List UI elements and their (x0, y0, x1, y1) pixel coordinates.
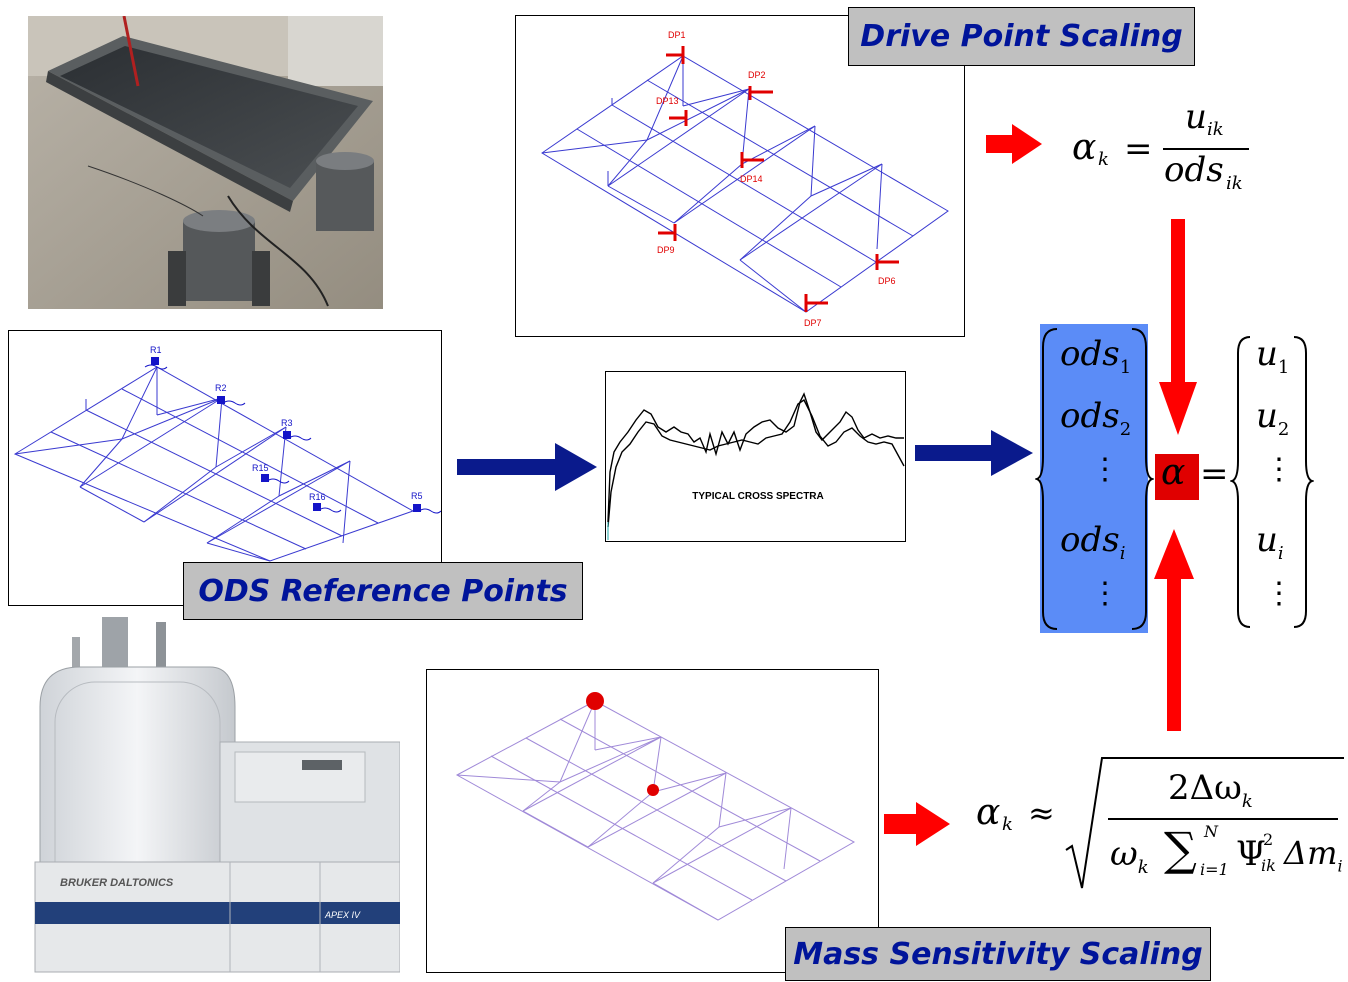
cross-spectra-panel: TYPICAL CROSS SPECTRA (605, 371, 906, 542)
eq-mass-sum-bottom: i=1 (1200, 860, 1229, 879)
ods-entry: ods1 (1060, 334, 1132, 378)
u-vector: u1 u2 ⋮ ui ⋮ (1254, 330, 1294, 630)
eq-mass-num: 2Δωk (1168, 768, 1253, 812)
eq-alpha-sub: k (1098, 149, 1109, 170)
eq-mass-den-omega: ωk (1110, 834, 1149, 878)
eq-mass-approx: ≈ (1028, 794, 1055, 832)
eq-mass-alpha: α (976, 792, 1001, 833)
ods-reference-points-title: ODS Reference Points (198, 573, 568, 609)
ref-label: R5 (411, 491, 423, 501)
eq-alpha: α (1072, 127, 1097, 168)
eq-denominator: ods (1164, 150, 1224, 190)
eq-mass-dm: Δmi (1284, 834, 1343, 876)
mass-sensitivity-mesh-panel (426, 669, 879, 973)
blue-arrow-right-1 (457, 443, 597, 491)
ref-label: R3 (281, 418, 293, 428)
ods-vdots: ⋮ (1090, 576, 1120, 611)
u-entry: u1 (1256, 334, 1290, 378)
dp-label: DP7 (804, 318, 822, 328)
ods-reference-mesh: R1 R2 R3 R15 R16 R5 (13, 345, 442, 562)
eq-mass-sum-top: N (1204, 822, 1218, 841)
instrument-model: APEX IV (324, 910, 361, 920)
mass-sensitivity-scaling-banner: Mass Sensitivity Scaling (785, 927, 1211, 981)
mass-sensitivity-equation: α k ≈ 2Δωk ωk ∑ N i=1 Ψ 2 ik Δmi (968, 752, 1346, 892)
drive-point-equation: α k = u ik ods ik (1068, 97, 1268, 197)
eq-denominator-sub: ik (1226, 173, 1243, 194)
left-brace-ods (1035, 328, 1058, 630)
u-entry: u2 (1256, 396, 1290, 440)
ref-label: R15 (252, 463, 269, 473)
left-brace-u (1230, 336, 1251, 628)
red-arrow-right-bottom (884, 802, 950, 846)
ref-label: R16 (309, 492, 326, 502)
sqrt-sign (1065, 757, 1344, 889)
dp-label: DP2 (748, 70, 766, 80)
u-entry: ui (1256, 520, 1284, 564)
ref-label: R1 (150, 345, 162, 355)
dp-label: DP13 (656, 96, 679, 106)
cross-spectra-caption: TYPICAL CROSS SPECTRA (692, 491, 824, 502)
dp-label: DP1 (668, 30, 686, 40)
right-brace-ods (1131, 328, 1154, 630)
fraction-bar (1163, 148, 1249, 150)
blue-arrow-right-2 (915, 430, 1033, 476)
drive-point-scaling-banner: Drive Point Scaling (848, 7, 1195, 66)
right-brace-u (1293, 336, 1314, 628)
eq-mass-psi-sub: ik (1261, 856, 1276, 875)
mass-point-large (586, 692, 604, 710)
dp-label: DP6 (878, 276, 896, 286)
eq-mass-sum: ∑ (1164, 822, 1197, 876)
ods-vector: ods1 ods2 ⋮ odsi ⋮ (1058, 330, 1148, 630)
alpha-box (1155, 454, 1199, 500)
eq-mass-psi: Ψ (1236, 834, 1266, 874)
ods-reference-mesh-panel: R1 R2 R3 R15 R16 R5 (8, 330, 442, 606)
drive-point-mesh: DP1 DP2 DP13 DP14 DP9 DP6 DP7 (541, 30, 949, 328)
ods-entry: odsi (1060, 520, 1126, 564)
plate-shaker-photo (28, 15, 383, 309)
eq-mass-psi-sup: 2 (1263, 830, 1274, 849)
ods-vdots: ⋮ (1090, 452, 1120, 487)
ods-vector-highlight (1040, 324, 1148, 633)
u-vdots: ⋮ (1264, 576, 1294, 611)
eq-numerator-sub: ik (1207, 119, 1224, 140)
instrument-brand: BRUKER DALTONICS (60, 877, 174, 889)
eq-mass-alpha-sub: k (1002, 814, 1013, 835)
ods-reference-points-banner: ODS Reference Points (183, 562, 583, 620)
eq-numerator: u (1185, 97, 1207, 137)
mass-point-small (647, 784, 659, 796)
drive-point-scaling-title: Drive Point Scaling (860, 19, 1183, 54)
cross-spectra-plot: TYPICAL CROSS SPECTRA (607, 392, 905, 540)
drive-point-mesh-panel: DP1 DP2 DP13 DP14 DP9 DP6 DP7 (515, 15, 965, 337)
u-vdots: ⋮ (1264, 452, 1294, 487)
red-arrow-up (1154, 529, 1194, 731)
alpha-symbol: α (1161, 452, 1186, 493)
mass-sensitivity-mesh (455, 692, 856, 921)
eq-equals: = (1124, 129, 1153, 169)
red-arrow-right-top (986, 124, 1042, 164)
matrix-equals: = (1200, 454, 1229, 494)
red-arrow-down (1159, 219, 1197, 435)
mass-fraction-bar (1108, 818, 1338, 820)
ods-entry: ods2 (1060, 396, 1132, 440)
mass-sensitivity-scaling-title: Mass Sensitivity Scaling (793, 936, 1203, 972)
instrument-photo: BRUKER DALTONICS APEX IV (20, 612, 401, 978)
dp-label: DP9 (657, 245, 675, 255)
dp-label: DP14 (740, 174, 763, 184)
ref-label: R2 (215, 383, 227, 393)
